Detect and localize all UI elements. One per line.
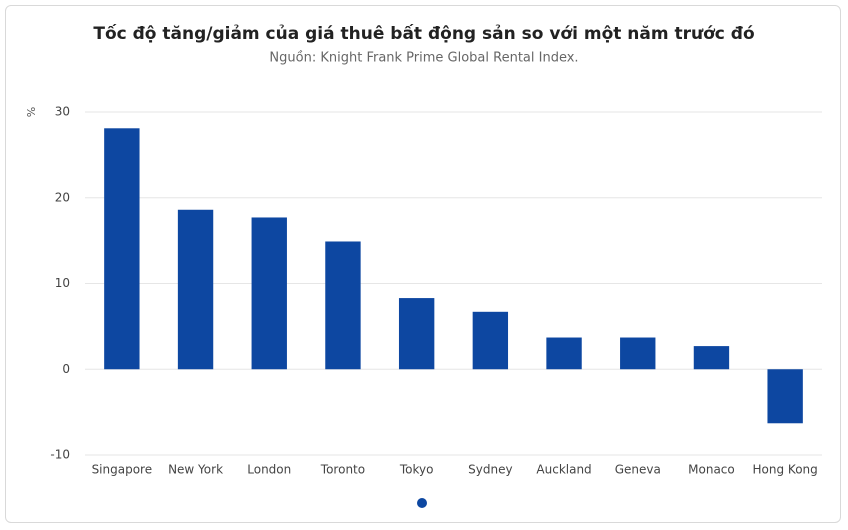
bar	[693, 346, 730, 370]
bar	[546, 337, 582, 370]
x-tick-label: Auckland	[536, 463, 591, 477]
y-tick-label: 0	[62, 362, 70, 376]
x-tick-label: Hong Kong	[753, 463, 818, 477]
bar	[104, 128, 140, 370]
chart-card	[5, 5, 841, 523]
pagination-dot[interactable]	[417, 498, 427, 508]
y-axis-label: %	[25, 107, 38, 117]
chart-title: Tốc độ tăng/giảm của giá thuê bất động s…	[93, 23, 754, 44]
x-tick-label: New York	[168, 463, 223, 477]
x-tick-label: Singapore	[92, 463, 153, 477]
chart-subtitle: Nguồn: Knight Frank Prime Global Rental …	[269, 51, 578, 66]
bar	[620, 337, 656, 370]
y-tick-label: 10	[55, 276, 70, 290]
x-tick-label: Geneva	[615, 463, 661, 477]
bar	[325, 241, 361, 370]
x-tick-label: Toronto	[320, 463, 365, 477]
x-tick-label: Tokyo	[399, 463, 434, 477]
y-tick-label: 30	[55, 105, 70, 119]
bar	[398, 298, 435, 370]
x-tick-label: Monaco	[688, 463, 735, 477]
x-tick-label: Sydney	[468, 463, 512, 477]
x-tick-label: London	[247, 463, 291, 477]
bar	[472, 311, 509, 370]
y-tick-label: 20	[55, 190, 70, 204]
bar	[767, 369, 803, 424]
y-tick-label: -10	[50, 448, 70, 462]
bar	[177, 209, 214, 370]
bar	[251, 217, 287, 370]
